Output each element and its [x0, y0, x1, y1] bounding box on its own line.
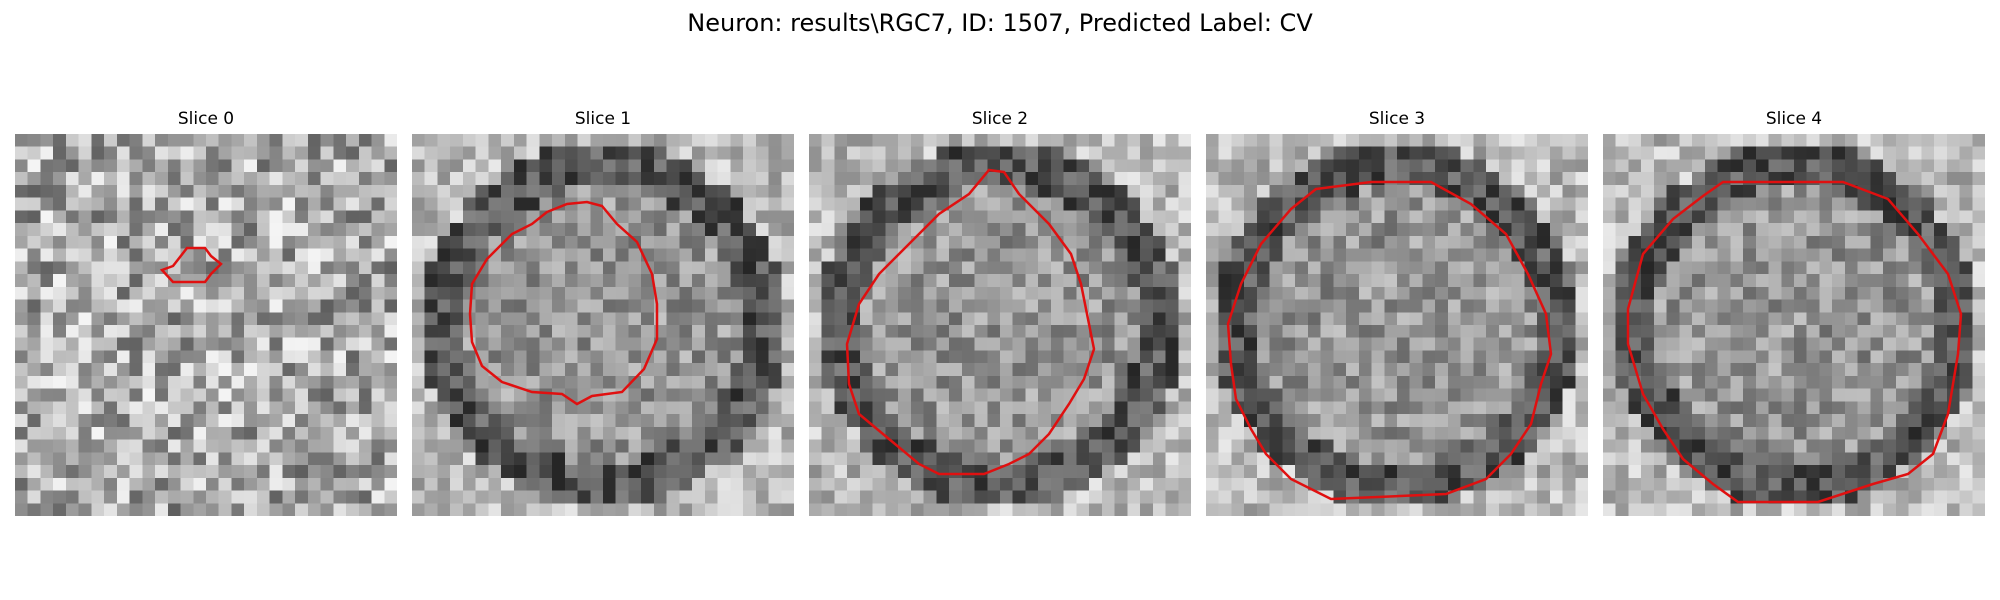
- slice-title-0: Slice 0: [177, 109, 235, 129]
- slice-image-4: [1603, 134, 1985, 516]
- roi-contour: [1626, 180, 1963, 504]
- roi-contour: [845, 168, 1096, 476]
- slice-title-3: Slice 3: [1368, 109, 1426, 129]
- roi-contour: [159, 246, 223, 284]
- slice-image-0: [15, 134, 397, 516]
- slice-image-3: [1206, 134, 1588, 516]
- slice-title-2: Slice 2: [971, 109, 1029, 129]
- roi-contour: [1226, 180, 1553, 501]
- slice-image-1: [412, 134, 794, 516]
- figure-title: Neuron: results\RGC7, ID: 1507, Predicte…: [687, 9, 1313, 37]
- roi-contour: [468, 200, 659, 406]
- slice-title-4: Slice 4: [1765, 109, 1823, 129]
- slice-title-1: Slice 1: [574, 109, 632, 129]
- slice-image-2: [809, 134, 1191, 516]
